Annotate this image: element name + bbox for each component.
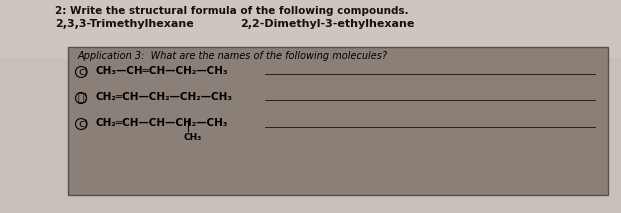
Text: CH₃—CH═CH—CH₂—CH₃: CH₃—CH═CH—CH₂—CH₃ — [96, 66, 229, 76]
Text: CH₂═CH—CH—CH₂—CH₃: CH₂═CH—CH—CH₂—CH₃ — [96, 118, 229, 128]
FancyBboxPatch shape — [0, 0, 621, 58]
Text: CH₃: CH₃ — [183, 133, 201, 142]
Text: ⓑ): ⓑ) — [78, 92, 89, 102]
Text: CH₂═CH—CH₂—CH₂—CH₃: CH₂═CH—CH₂—CH₂—CH₃ — [96, 92, 233, 102]
Text: 2: Write the structural formula of the following compounds.: 2: Write the structural formula of the f… — [55, 6, 409, 16]
Text: c): c) — [78, 118, 89, 128]
Text: 2,2-Dimethyl-3-ethylhexane: 2,2-Dimethyl-3-ethylhexane — [240, 19, 414, 29]
Text: 2,3,3-Trimethylhexane: 2,3,3-Trimethylhexane — [55, 19, 194, 29]
Text: Application 3:  What are the names of the following molecules?: Application 3: What are the names of the… — [78, 51, 388, 61]
Text: c): c) — [78, 66, 89, 76]
FancyBboxPatch shape — [68, 47, 608, 195]
